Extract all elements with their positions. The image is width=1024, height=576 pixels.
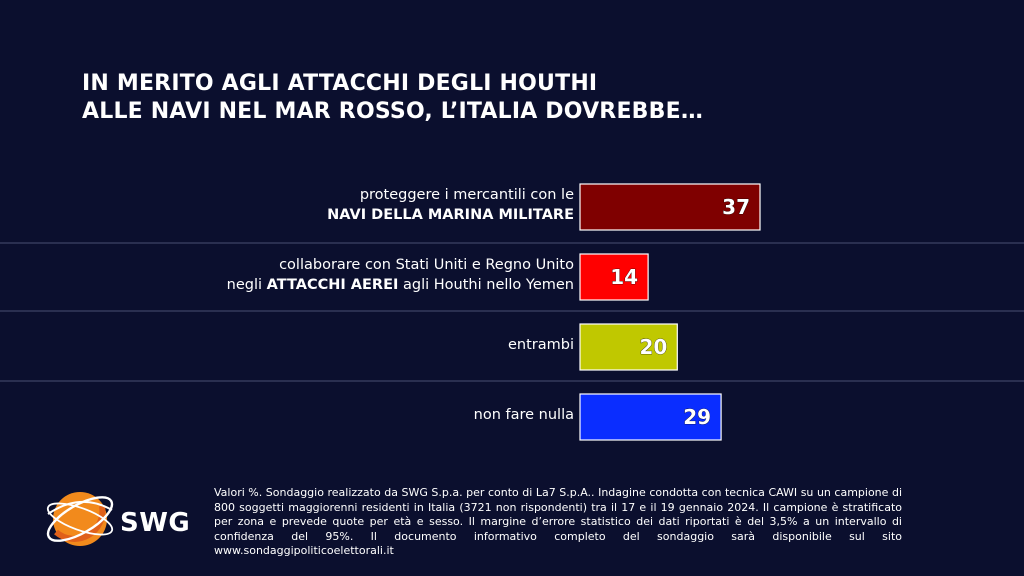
category-label: proteggere i mercantili con le NAVI DELLA…	[327, 185, 574, 225]
logo-text: SWG	[120, 508, 191, 538]
chart-title: IN MERITO AGLI ATTACCHI DEGLI HOUTHI ALL…	[82, 70, 703, 126]
category-label: entrambi	[508, 335, 574, 355]
category-label-line-1: non fare nulla	[473, 407, 574, 423]
bar	[579, 323, 678, 371]
category-label-line-2: NAVI DELLA MARINA MILITARE	[327, 207, 574, 223]
data-label: 37	[722, 195, 750, 219]
bar	[579, 183, 761, 231]
swg-logo-icon	[46, 492, 114, 546]
category-label-line-1: collaborare con Stati Uniti e Regno Unit…	[279, 257, 574, 273]
footnote: Valori %. Sondaggio realizzato da SWG S.…	[214, 486, 902, 558]
category-label-line-2: negli ATTACCHI AEREI agli Houthi nello Y…	[226, 277, 574, 293]
data-label: 29	[683, 405, 711, 429]
bar	[579, 393, 722, 441]
category-label-line-1: entrambi	[507, 337, 574, 353]
data-label: 20	[639, 335, 667, 359]
category-label: non fare nulla	[474, 405, 574, 425]
bar	[579, 253, 649, 301]
category-label-line-1: proteggere i mercantili con le	[359, 187, 574, 203]
category-label: collaborare con Stati Uniti e Regno Unit…	[227, 255, 574, 295]
data-label: 14	[610, 265, 638, 289]
title-line-2: ALLE NAVI NEL MAR ROSSO, L’ITALIA DOVREB…	[82, 99, 704, 124]
title-line-1: IN MERITO AGLI ATTACCHI DEGLI HOUTHI	[82, 71, 598, 96]
